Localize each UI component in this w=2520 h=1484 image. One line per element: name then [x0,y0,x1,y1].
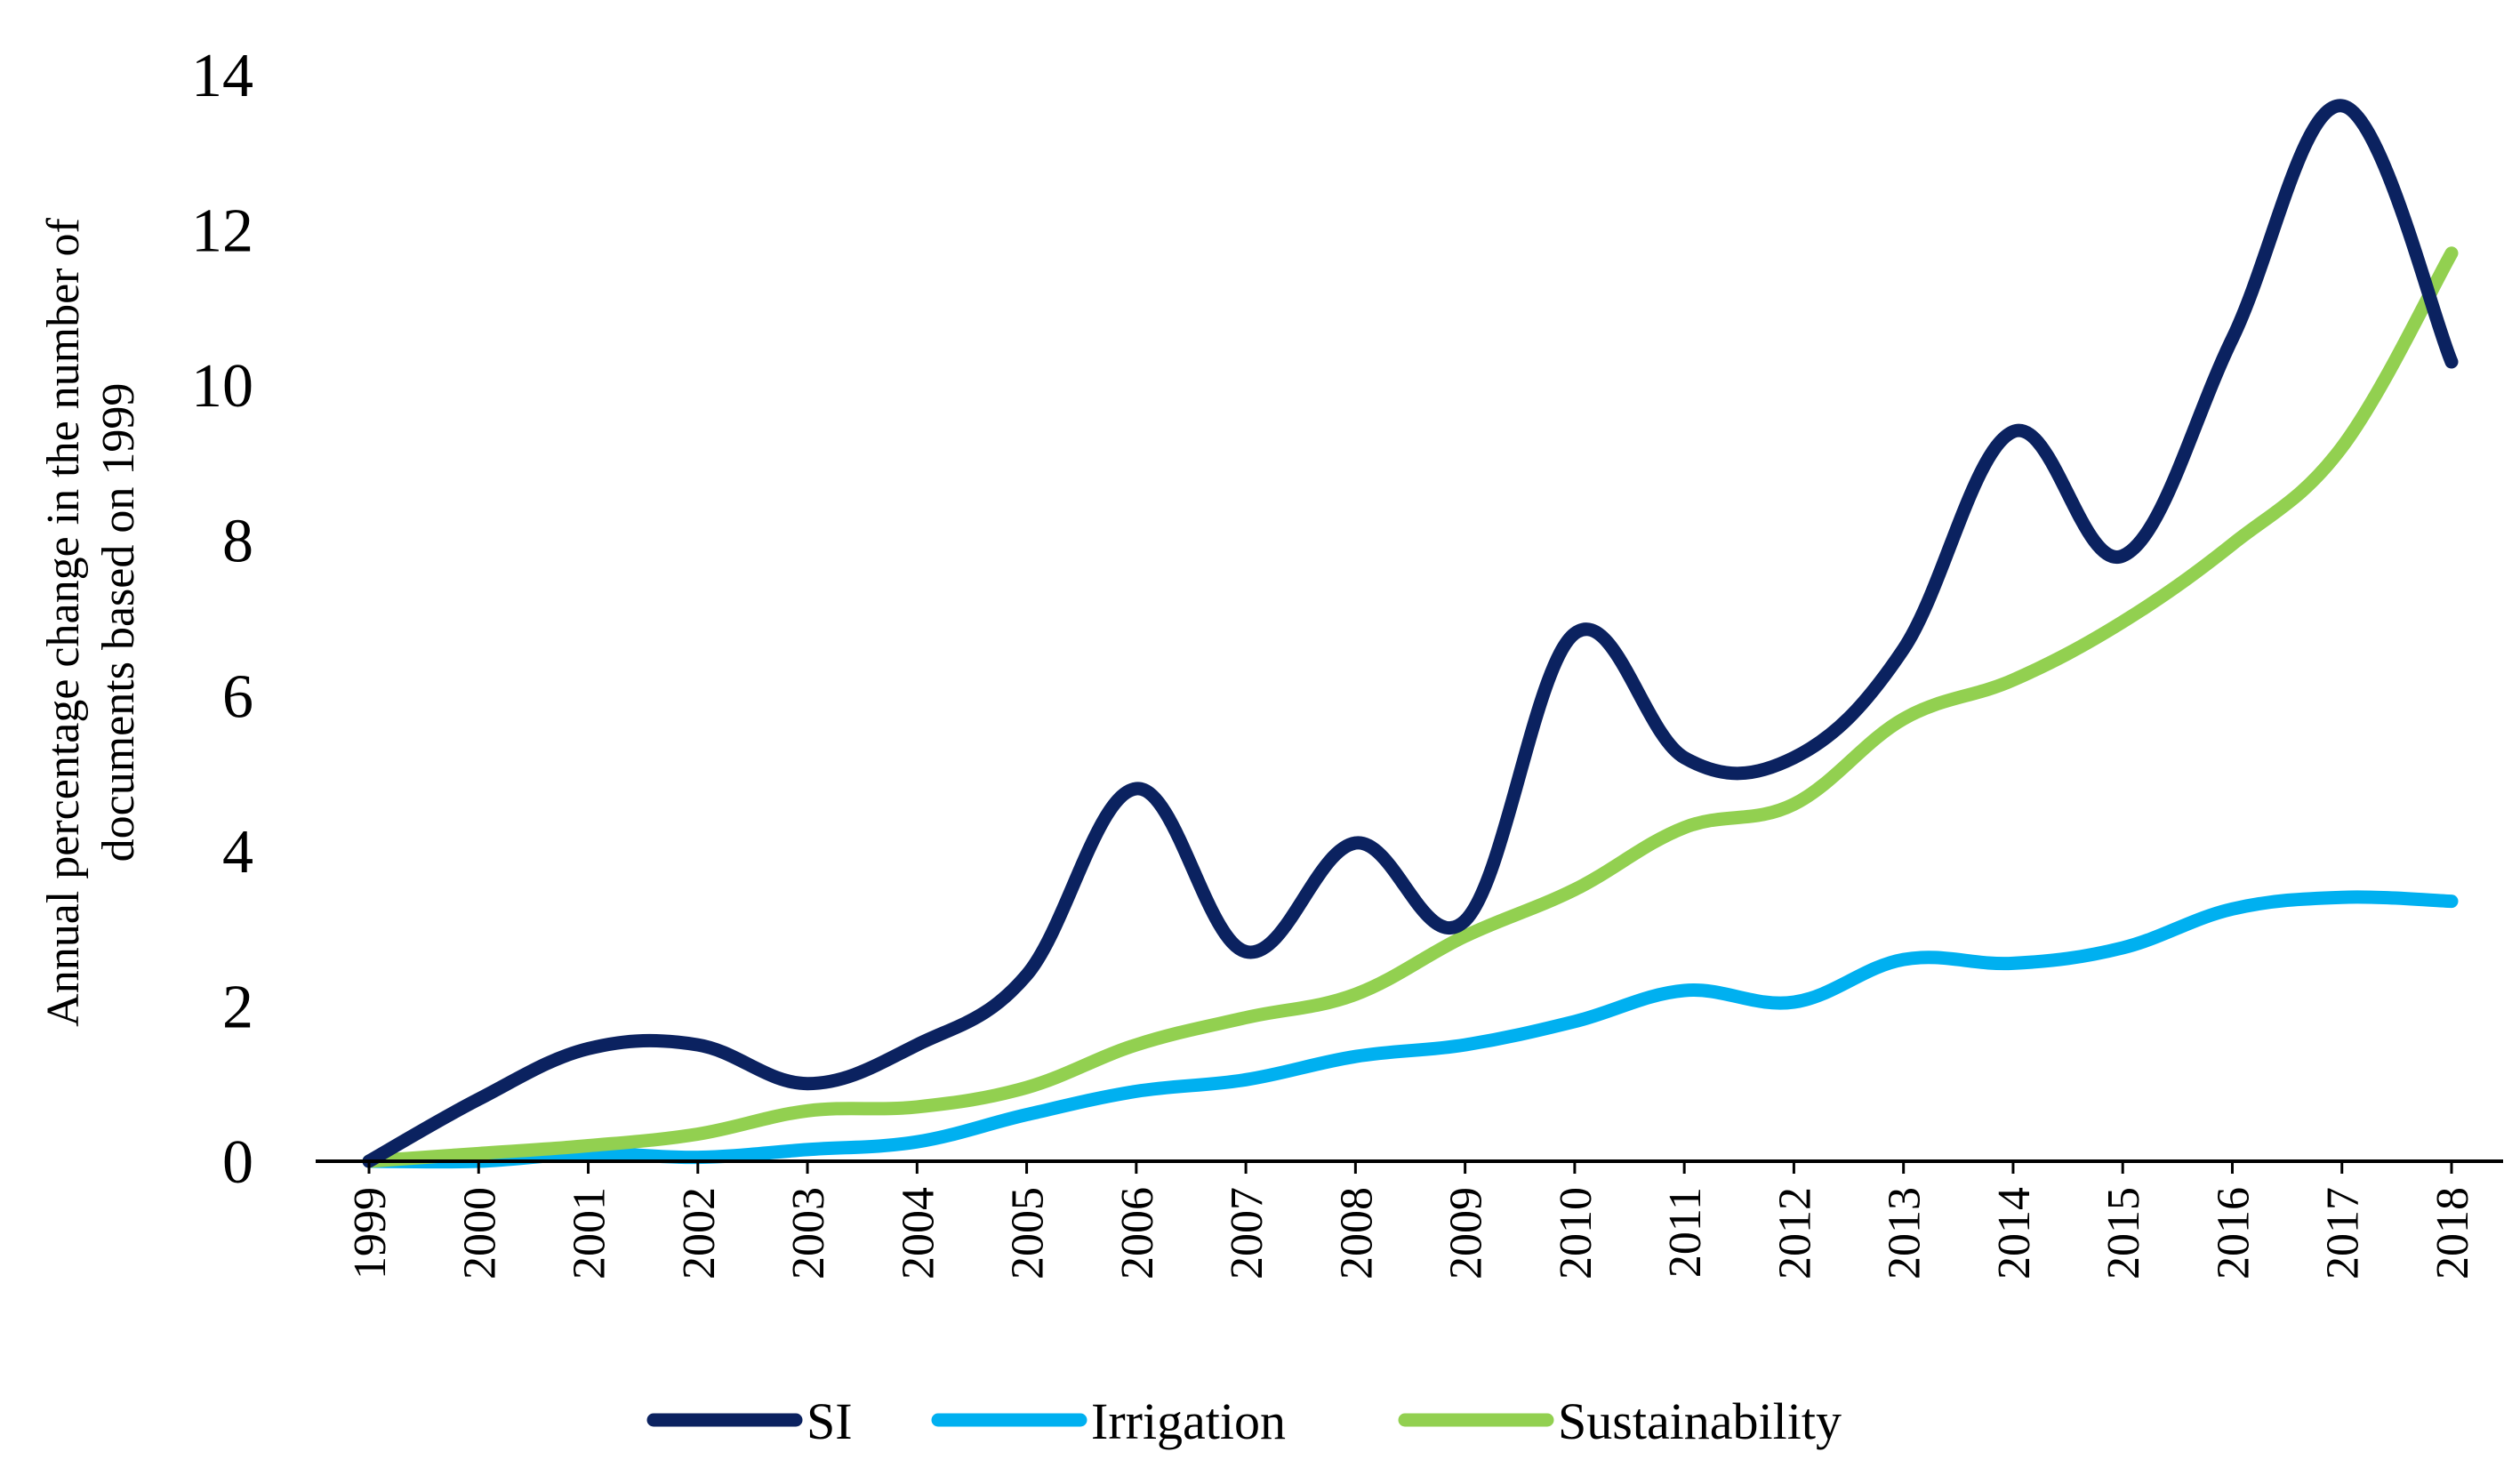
y-tick-label: 14 [191,42,253,110]
y-tick-label: 6 [222,662,253,731]
x-tick-label: 2015 [2099,1187,2149,1279]
x-tick-label: 2013 [1880,1187,1930,1279]
y-tick-label: 10 [191,352,253,421]
y-tick-label: 8 [222,508,253,576]
x-axis: 1999 2000 2001 2002 2003 2004 2005 2006 2007 2008… [316,1159,2503,1279]
x-tick-label: 2008 [1331,1187,1382,1279]
y-axis-ticks: 0 2 4 6 8 10 12 14 [191,42,253,1197]
x-tick-label: 2018 [2428,1187,2478,1279]
series-line-sustainability [362,246,2459,1168]
y-tick-label: 4 [222,818,253,886]
series-line-si [362,99,2459,1168]
x-tick-label: 2002 [674,1187,725,1279]
y-axis-label: Annual percentage change in the number o… [38,218,144,1027]
y-axis-label-line: Annual percentage change in the number o… [38,218,89,1027]
x-tick-label: 2017 [2318,1187,2369,1279]
y-tick-label: 0 [222,1128,253,1197]
legend-label-sustainability: Sustainability [1558,1392,1842,1450]
x-tick-label: 2005 [1003,1187,1054,1279]
x-tick-label: 2003 [783,1187,834,1279]
x-tick-label: 2011 [1660,1187,1711,1278]
x-tick-label: 2009 [1441,1187,1492,1279]
legend: SI Irrigation Sustainability [646,1392,1842,1450]
series-line-irrigation [362,890,2459,1169]
x-tick-label: 2001 [565,1187,615,1279]
legend-label-irrigation: Irrigation [1091,1392,1286,1450]
x-tick-label: 1999 [345,1187,396,1279]
x-tick-label: 2016 [2208,1187,2259,1279]
x-tick-label: 2004 [893,1187,943,1279]
x-tick-label: 2010 [1551,1187,1601,1279]
y-tick-label: 12 [191,197,253,266]
x-tick-label: 2000 [454,1187,505,1279]
x-tick-label: 2007 [1222,1187,1272,1279]
y-axis-label-line: documents based on 1999 [93,383,144,862]
x-tick-label: 2006 [1112,1187,1163,1279]
x-tick-label: 2014 [1989,1187,2040,1279]
y-tick-label: 2 [222,973,253,1041]
x-tick-label: 2012 [1770,1187,1820,1279]
series-lines [362,99,2459,1169]
legend-label-si: SI [807,1392,853,1450]
